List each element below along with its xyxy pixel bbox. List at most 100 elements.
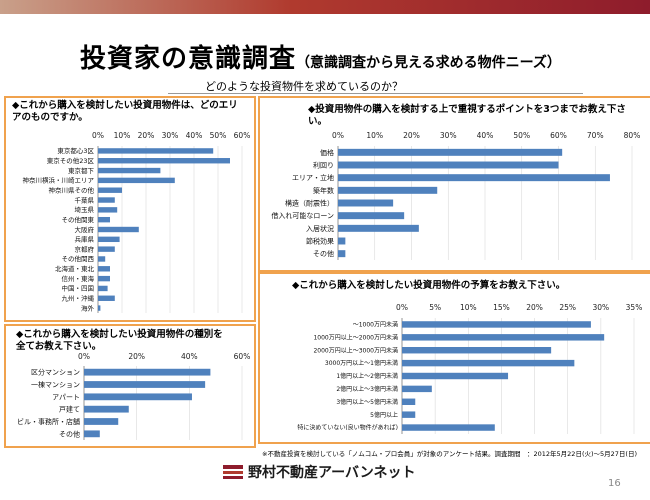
priority-tick-label: 20% [403, 131, 420, 140]
budget-tick-label: 35% [626, 303, 643, 312]
area-category-label: 千葉県 [75, 195, 95, 204]
type-category-label: 区分マンション [31, 368, 80, 377]
budget-tick-label: 20% [526, 303, 543, 312]
priority-category-label: 構造（耐震性） [285, 198, 334, 207]
type-tick-label: 20% [128, 352, 145, 361]
company-logo: 野村不動産アーバンネット [222, 462, 415, 482]
area-bar [98, 266, 110, 272]
priority-chart-panel: ◆投資用物件の購入を検討する上で重視するポイントを3つまでお教え下さい。 0% 1… [258, 96, 650, 272]
area-tick-label: 40% [186, 131, 203, 140]
budget-tick-label: 30% [593, 303, 610, 312]
area-bar [98, 207, 118, 213]
survey-question: どのような投資物件を求めているのか？ [205, 80, 403, 93]
budget-category-label: 3000万円以上～1億円未満 [325, 359, 398, 367]
area-bar [98, 216, 110, 223]
priority-tick-label: 60% [550, 131, 567, 140]
area-category-label: 神奈川横浜・川崎エリア [23, 176, 95, 185]
priority-category-label: その他 [313, 249, 334, 258]
type-bar [84, 368, 211, 376]
budget-category-label: 1000万円以上～2000万円未満 [313, 333, 398, 341]
budget-category-label: 2000万円以上～3000万円未満 [313, 346, 398, 354]
area-tick-label: 30% [162, 131, 179, 140]
area-tick-label: 50% [210, 131, 227, 140]
type-category-label: ビル・事務所・店舗 [17, 417, 80, 426]
priority-tick-label: 80% [624, 131, 641, 140]
type-chart: 0% 20% 40% 60% 区分マンション一棟マンションアパート戸建てビル・事務所・店… [17, 352, 251, 440]
priority-tick-label: 70% [587, 131, 604, 140]
type-chart-panel: ◆これから購入を検討したい投資用物件の種別を全てお教え下さい。 0% 20% 40%… [4, 324, 256, 448]
budget-bar [402, 424, 495, 431]
priority-bar [338, 186, 438, 194]
area-category-label: 北海道・東北 [55, 264, 95, 273]
budget-bar [402, 347, 552, 354]
priority-category-label: 築年数 [313, 186, 334, 195]
area-tick-label: 10% [114, 131, 131, 140]
budget-bar [402, 385, 432, 393]
priority-bar [338, 212, 405, 220]
priority-tick-label: 40% [477, 131, 494, 140]
page-title: 投資家の意識調査（意識調査から見える求める物件ニーズ） [80, 38, 561, 75]
type-tick-label: 60% [234, 352, 251, 361]
area-chart-title: ◆これから購入を検討したい投資用物件は、どのエリアのものですか。 [12, 100, 238, 123]
budget-bar [402, 398, 416, 405]
budget-tick-label: 15% [493, 303, 510, 312]
area-category-label: 九州・沖縄 [62, 294, 95, 303]
page-number: 16 [608, 478, 621, 489]
area-bar [98, 285, 108, 292]
area-bar [98, 256, 106, 262]
area-tick-label: 0% [92, 131, 104, 140]
area-bar [98, 275, 110, 282]
type-tick-label: 0% [78, 352, 90, 361]
priority-chart-title: ◆投資用物件の購入を検討する上で重視するポイントを3つまでお教え下さい。 [308, 104, 626, 127]
priority-bar [338, 237, 346, 245]
area-category-label: 京都府 [75, 244, 95, 253]
priority-category-label: 入居状況 [306, 224, 334, 233]
area-bar [98, 158, 230, 164]
area-category-label: 中国・四国 [62, 284, 95, 293]
budget-tick-label: 5% [429, 303, 441, 312]
area-category-label: 大阪府 [75, 225, 95, 234]
type-bar [84, 393, 192, 401]
priority-chart: 0% 10% 20% 30% 40% 50% 60% 70% 80% 価格利回りエリア・立地築年数… [271, 131, 641, 260]
priority-bar [338, 224, 419, 232]
priority-category-label: 利回り [313, 160, 334, 169]
type-bar [84, 405, 129, 413]
priority-category-label: 借入れ可能なローン [271, 211, 334, 220]
budget-bar [402, 359, 575, 367]
budget-bar [402, 334, 605, 341]
area-tick-label: 20% [138, 131, 155, 140]
type-category-label: 戸建て [59, 405, 80, 414]
budget-category-label: 3億円以上～5億円未満 [336, 398, 398, 406]
page-title-main: 投資家の意識調査 [80, 44, 297, 74]
budget-chart-panel: ◆これから購入を検討したい投資用物件の予算をお教え下さい。 0% 5% 10% 15%… [258, 272, 650, 444]
area-category-label: 東京都下 [68, 166, 95, 175]
type-bar [84, 430, 100, 438]
priority-bar [338, 148, 563, 156]
survey-footnote: ※不動産投資を検討している「ノムコム・プロ会員」が対象のアンケート結果。調査期間… [262, 450, 637, 458]
area-bar [98, 236, 120, 243]
budget-tick-label: 10% [460, 303, 477, 312]
priority-bar [338, 199, 394, 207]
area-category-label: 信州・東海 [62, 274, 95, 283]
area-bar [98, 148, 214, 154]
area-bar [98, 177, 175, 184]
area-bar [98, 187, 122, 193]
area-bar [98, 295, 115, 301]
budget-category-label: 5億円以上 [370, 411, 398, 419]
priority-tick-label: 50% [513, 131, 530, 140]
area-category-label: 海外 [81, 303, 95, 312]
area-chart: 0% 10% 20% 30% 40% 50% 60% 東京都心3区東京その他23区東京都下神奈… [23, 131, 250, 313]
priority-category-label: 節税効果 [306, 236, 334, 245]
priority-category-label: エリア・立地 [292, 173, 334, 182]
priority-bar [338, 161, 559, 169]
question-underline [168, 93, 583, 94]
budget-tick-label: 0% [396, 303, 408, 312]
priority-bar [338, 174, 610, 182]
area-bar [98, 226, 139, 233]
priority-tick-label: 30% [440, 131, 457, 140]
priority-tick-label: 0% [332, 131, 344, 140]
priority-bar [338, 250, 346, 258]
budget-category-label: 2億円以上～3億円未満 [336, 385, 398, 393]
type-bar [84, 418, 119, 425]
budget-chart-title: ◆これから購入を検討したい投資用物件の予算をお教え下さい。 [292, 280, 566, 291]
